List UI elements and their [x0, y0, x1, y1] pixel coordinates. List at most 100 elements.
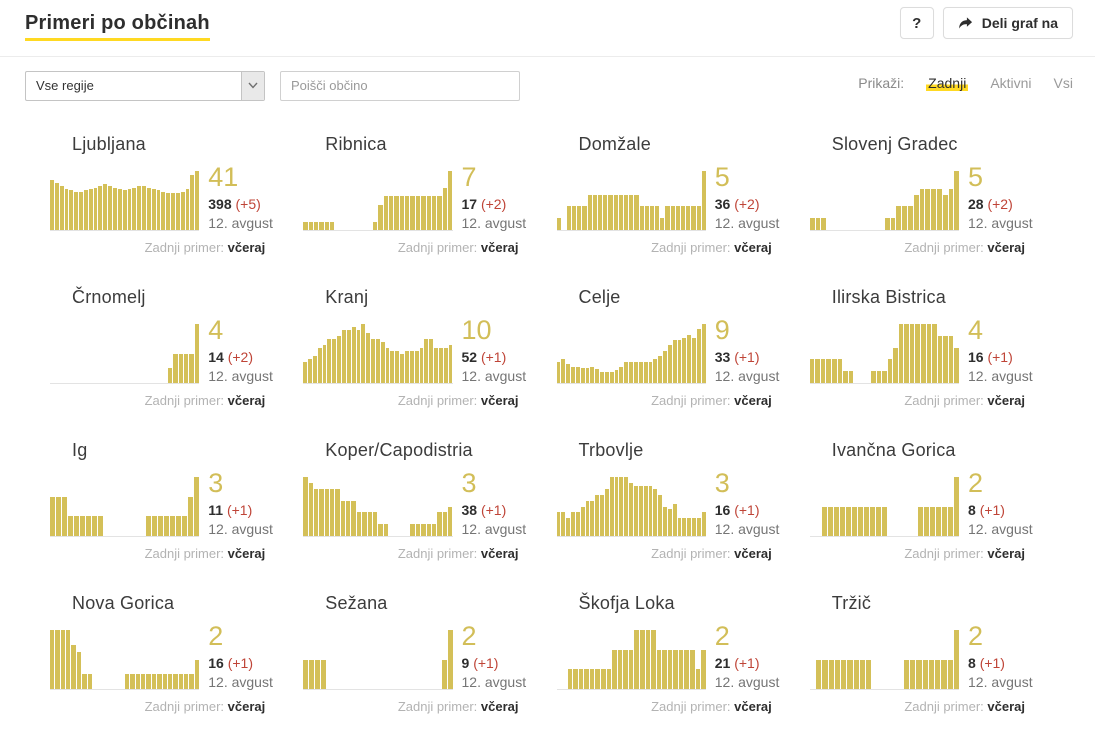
- bar-chart[interactable]: [809, 477, 960, 537]
- bar: [629, 361, 633, 383]
- bar: [918, 506, 924, 536]
- bar-chart[interactable]: [809, 324, 959, 384]
- chart-row: 2 16 (+1) 12. avgust: [50, 623, 273, 690]
- display-option-vsi[interactable]: Vsi: [1053, 75, 1073, 91]
- bar: [601, 669, 606, 689]
- bar: [167, 368, 173, 383]
- chart-row: 5 28 (+2) 12. avgust: [809, 164, 1033, 232]
- bar-chart[interactable]: [50, 477, 200, 537]
- bar: [585, 367, 590, 383]
- display-option-aktivni[interactable]: Aktivni: [990, 75, 1032, 91]
- chart-row: 4 14 (+2) 12. avgust: [50, 317, 273, 384]
- bar: [869, 506, 875, 536]
- bar: [663, 506, 667, 536]
- municipality-name: Koper/Capodistria: [325, 440, 473, 460]
- bar: [327, 338, 332, 383]
- bar-chart[interactable]: [50, 171, 200, 231]
- last-case-value: včeraj: [987, 699, 1025, 714]
- delta-value: (+1): [473, 655, 499, 671]
- bar: [322, 344, 327, 383]
- bar: [394, 196, 399, 230]
- bar: [653, 359, 658, 383]
- bar: [556, 512, 561, 536]
- bar: [410, 196, 415, 230]
- chart-row: 9 33 (+1) 12. avgust: [556, 317, 779, 384]
- bar: [841, 659, 847, 689]
- bar: [919, 188, 925, 230]
- municipality-card: Tržič 2 8 (+1) 12. avgust Zadnji primer:…: [809, 593, 1033, 727]
- bar-chart[interactable]: [556, 630, 706, 690]
- search-input[interactable]: [280, 70, 520, 101]
- bar: [573, 669, 578, 689]
- bar: [146, 187, 151, 230]
- date-label: 12. avgust: [461, 674, 527, 690]
- help-button[interactable]: ?: [899, 7, 934, 39]
- last-value: 3: [461, 468, 477, 498]
- total-value: 8: [968, 502, 976, 518]
- last-case-value: včeraj: [227, 393, 266, 408]
- bar: [608, 194, 613, 230]
- card-footer: Zadnji primer: včeraj: [810, 240, 1025, 255]
- last-case-value: včeraj: [227, 546, 266, 561]
- bar: [695, 669, 701, 689]
- bar: [948, 506, 954, 536]
- delta-value: (+1): [979, 502, 1005, 518]
- bar-chart[interactable]: [556, 171, 706, 231]
- total-value: 16: [208, 655, 224, 671]
- last-case-value: včeraj: [480, 546, 519, 561]
- bar-chart[interactable]: [303, 477, 453, 537]
- bar: [628, 649, 634, 689]
- last-case-label: Zadnji primer:: [144, 546, 225, 561]
- municipality-card: Ivančna Gorica 2 8 (+1) 12. avgust Zadnj…: [809, 440, 1033, 574]
- municipality-name: Sežana: [325, 593, 388, 613]
- stats-block: 2 9 (+1) 12. avgust: [453, 623, 527, 691]
- total-line: 17 (+2): [462, 196, 519, 212]
- bar-chart[interactable]: [303, 630, 453, 690]
- bar: [303, 221, 308, 230]
- bar: [827, 506, 833, 536]
- share-button[interactable]: Deli graf na: [942, 7, 1073, 39]
- bar: [881, 506, 887, 536]
- bar: [701, 324, 706, 383]
- date-label: 12. avgust: [461, 521, 527, 537]
- bar: [600, 372, 604, 383]
- bar: [834, 659, 841, 689]
- stats-block: 41 398 (+5) 12. avgust: [199, 164, 273, 232]
- date-label: 12. avgust: [208, 521, 273, 537]
- bar-chart[interactable]: [556, 477, 706, 537]
- bar-chart[interactable]: [50, 324, 200, 384]
- bar: [848, 371, 854, 383]
- last-value: 2: [968, 621, 984, 651]
- stats-block: 2 8 (+1) 12. avgust: [959, 621, 1033, 691]
- last-case-value: včeraj: [734, 699, 772, 714]
- bar: [847, 659, 853, 689]
- chart-row: 7 17 (+2) 12. avgust: [303, 164, 526, 231]
- last-value: 10: [461, 315, 492, 345]
- region-select[interactable]: Vse regije: [25, 70, 265, 101]
- bar-chart[interactable]: [303, 171, 453, 231]
- bar: [182, 516, 188, 536]
- bar-chart[interactable]: [809, 171, 960, 231]
- bar: [595, 369, 600, 383]
- display-option-zadnji[interactable]: Zadnji: [926, 75, 969, 91]
- bar-chart[interactable]: [556, 324, 706, 384]
- bar: [308, 482, 313, 536]
- bar: [50, 630, 55, 689]
- stats-block: 4 16 (+1) 12. avgust: [959, 317, 1033, 385]
- share-arrow-icon: [958, 16, 973, 31]
- bar: [882, 371, 887, 383]
- bar: [340, 500, 346, 536]
- bar: [696, 329, 701, 383]
- bar: [658, 356, 663, 383]
- bar-chart[interactable]: [809, 630, 960, 690]
- bar: [60, 630, 66, 689]
- bar: [429, 338, 434, 383]
- stats-block: 5 28 (+2) 12. avgust: [959, 164, 1033, 232]
- delta-value: (+2): [987, 196, 1013, 212]
- bar-chart[interactable]: [50, 630, 200, 690]
- bar-chart[interactable]: [303, 324, 453, 384]
- card-footer: Zadnji primer: včeraj: [50, 393, 266, 408]
- bar: [590, 500, 595, 536]
- bar: [566, 518, 571, 536]
- bar: [606, 669, 612, 689]
